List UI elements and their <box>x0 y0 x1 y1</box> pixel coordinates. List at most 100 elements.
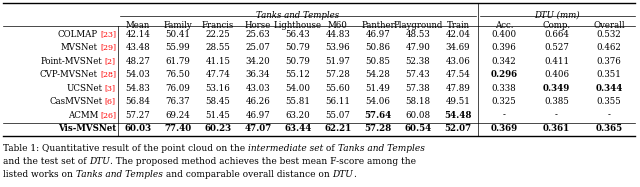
Text: 54.28: 54.28 <box>365 70 390 79</box>
Text: Tanks and Temples: Tanks and Temples <box>257 11 340 20</box>
Text: Overall: Overall <box>593 21 625 30</box>
Text: .: . <box>353 170 356 179</box>
Text: 57.28: 57.28 <box>364 124 392 133</box>
Text: 22.25: 22.25 <box>205 30 230 39</box>
Text: and comparable overall distance on: and comparable overall distance on <box>163 170 332 179</box>
Text: 54.03: 54.03 <box>125 70 150 79</box>
Text: Comp.: Comp. <box>543 21 571 30</box>
Text: 63.44: 63.44 <box>284 124 312 133</box>
Text: 76.09: 76.09 <box>166 84 191 93</box>
Text: 0.351: 0.351 <box>596 70 621 79</box>
Text: [28]: [28] <box>100 70 116 79</box>
Text: 60.23: 60.23 <box>204 124 232 133</box>
Text: 0.462: 0.462 <box>596 43 621 52</box>
Text: 55.07: 55.07 <box>326 111 351 119</box>
Text: 50.41: 50.41 <box>166 30 191 39</box>
Text: 0.325: 0.325 <box>492 97 516 106</box>
Text: 47.54: 47.54 <box>445 70 470 79</box>
Text: 0.532: 0.532 <box>596 30 621 39</box>
Text: 0.296: 0.296 <box>491 70 518 79</box>
Text: 60.54: 60.54 <box>404 124 431 133</box>
Text: 0.664: 0.664 <box>544 30 569 39</box>
Text: 52.38: 52.38 <box>406 56 430 65</box>
Text: [6]: [6] <box>104 97 115 105</box>
Text: 55.12: 55.12 <box>285 70 310 79</box>
Text: 0.385: 0.385 <box>544 97 569 106</box>
Text: 55.60: 55.60 <box>326 84 351 93</box>
Text: MVSNet: MVSNet <box>61 43 98 52</box>
Text: Point-MVSNet: Point-MVSNet <box>41 56 102 65</box>
Text: Panther: Panther <box>361 21 395 30</box>
Text: 58.18: 58.18 <box>405 97 431 106</box>
Text: COLMAP: COLMAP <box>58 30 98 39</box>
Text: 0.527: 0.527 <box>544 43 569 52</box>
Text: Horse: Horse <box>245 21 271 30</box>
Text: 0.369: 0.369 <box>491 124 518 133</box>
Text: 34.20: 34.20 <box>246 56 270 65</box>
Text: Acc.: Acc. <box>495 21 513 30</box>
Text: 55.81: 55.81 <box>285 97 310 106</box>
Text: and the test set of: and the test set of <box>3 157 90 166</box>
Text: 48.53: 48.53 <box>406 30 430 39</box>
Text: Playground: Playground <box>394 21 443 30</box>
Text: 55.99: 55.99 <box>166 43 190 52</box>
Text: 61.79: 61.79 <box>166 56 191 65</box>
Text: 57.28: 57.28 <box>326 70 351 79</box>
Text: 0.355: 0.355 <box>596 97 621 106</box>
Text: 47.89: 47.89 <box>445 84 470 93</box>
Text: . The proposed method achieves the best mean F-score among the: . The proposed method achieves the best … <box>110 157 416 166</box>
Text: -: - <box>607 111 611 119</box>
Text: Tanks and Temples: Tanks and Temples <box>76 170 163 179</box>
Text: 60.03: 60.03 <box>124 124 152 133</box>
Text: 48.27: 48.27 <box>125 56 150 65</box>
Text: 54.48: 54.48 <box>444 111 472 119</box>
Text: UCSNet: UCSNet <box>67 84 102 93</box>
Text: Lighthouse: Lighthouse <box>274 21 322 30</box>
Text: [26]: [26] <box>100 111 116 119</box>
Text: intermediate set: intermediate set <box>248 144 323 153</box>
Text: 56.11: 56.11 <box>326 97 351 106</box>
Text: 50.79: 50.79 <box>285 56 310 65</box>
Text: 44.83: 44.83 <box>326 30 350 39</box>
Text: -: - <box>555 111 558 119</box>
Text: 0.400: 0.400 <box>492 30 516 39</box>
Text: 57.43: 57.43 <box>406 70 430 79</box>
Text: DTU: DTU <box>332 170 353 179</box>
Text: 54.00: 54.00 <box>285 84 310 93</box>
Text: 25.07: 25.07 <box>246 43 271 52</box>
Text: 56.84: 56.84 <box>125 97 150 106</box>
Text: 0.349: 0.349 <box>543 84 570 93</box>
Text: 0.342: 0.342 <box>492 56 516 65</box>
Text: 57.27: 57.27 <box>125 111 150 119</box>
Text: 46.97: 46.97 <box>246 111 270 119</box>
Text: 41.15: 41.15 <box>205 56 230 65</box>
Text: 76.37: 76.37 <box>166 97 190 106</box>
Text: 53.96: 53.96 <box>326 43 350 52</box>
Text: 0.396: 0.396 <box>492 43 516 52</box>
Text: CVP-MVSNet: CVP-MVSNet <box>40 70 98 79</box>
Text: 36.34: 36.34 <box>246 70 270 79</box>
Text: 54.83: 54.83 <box>125 84 150 93</box>
Text: 51.97: 51.97 <box>326 56 351 65</box>
Text: 0.365: 0.365 <box>595 124 622 133</box>
Text: Table 1: Quantitative result of the point cloud on the: Table 1: Quantitative result of the poin… <box>3 144 248 153</box>
Text: 51.49: 51.49 <box>365 84 390 93</box>
Text: 50.86: 50.86 <box>365 43 390 52</box>
Text: 76.50: 76.50 <box>166 70 191 79</box>
Text: 63.20: 63.20 <box>285 111 310 119</box>
Text: 0.338: 0.338 <box>492 84 516 93</box>
Text: 62.21: 62.21 <box>324 124 351 133</box>
Text: 50.79: 50.79 <box>285 43 310 52</box>
Text: 0.376: 0.376 <box>596 56 621 65</box>
Text: M60: M60 <box>328 21 348 30</box>
Text: 49.51: 49.51 <box>445 97 470 106</box>
Text: 54.06: 54.06 <box>365 97 390 106</box>
Text: -: - <box>503 111 506 119</box>
Text: 52.07: 52.07 <box>444 124 472 133</box>
Text: 57.64: 57.64 <box>364 111 392 119</box>
Text: 43.48: 43.48 <box>125 43 150 52</box>
Text: [2]: [2] <box>104 57 115 65</box>
Text: 58.45: 58.45 <box>205 97 230 106</box>
Text: 42.14: 42.14 <box>125 30 150 39</box>
Text: 60.08: 60.08 <box>405 111 431 119</box>
